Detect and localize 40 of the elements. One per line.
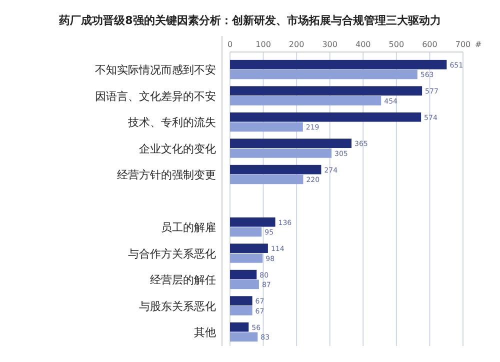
bar bbox=[230, 227, 262, 237]
y-tick-label: 其他 bbox=[194, 326, 216, 340]
bar bbox=[230, 96, 382, 106]
bar bbox=[230, 306, 252, 316]
x-tick-label: 700 bbox=[455, 40, 471, 49]
y-tick-label: 技术、专利的流失 bbox=[127, 116, 216, 130]
bar bbox=[230, 122, 303, 132]
x-tick-label: 300 bbox=[322, 40, 338, 49]
bar bbox=[230, 322, 249, 332]
x-tick-label: 0 bbox=[227, 40, 233, 49]
bar bbox=[230, 296, 252, 306]
bar bbox=[230, 280, 259, 290]
bar bbox=[230, 70, 418, 80]
y-tick-label: 员工的解雇 bbox=[161, 221, 216, 234]
x-tick-label: 200 bbox=[288, 40, 304, 49]
x-tick-label: 100 bbox=[256, 40, 271, 49]
bar bbox=[230, 138, 352, 148]
y-tick-label: 因语言、文化差异的不安 bbox=[95, 90, 216, 103]
x-tick-label: 400 bbox=[356, 40, 371, 49]
bar bbox=[230, 270, 257, 280]
bar bbox=[230, 332, 258, 342]
y-tick-label: 与股东关系恶化 bbox=[139, 300, 216, 313]
x-axis-title: # bbox=[475, 40, 482, 49]
y-tick-label: 经营方针的强制变更 bbox=[117, 168, 216, 182]
y-tick-label: 企业文化的变化 bbox=[139, 142, 216, 156]
x-tick-label: 600 bbox=[422, 40, 438, 49]
bar bbox=[230, 164, 322, 174]
bar bbox=[230, 217, 276, 227]
bar bbox=[230, 60, 447, 70]
bar bbox=[230, 244, 268, 253]
bar bbox=[230, 174, 304, 184]
chart-title: 药厂成功晋级8强的关键因素分析：创新研发、市场拓展与合规管理三大驱动力 bbox=[58, 14, 441, 27]
y-tick-label: 不知实际情况而感到不安 bbox=[95, 64, 216, 77]
x-tick-label: 500 bbox=[388, 40, 404, 49]
y-tick-label: 经营层的解任 bbox=[150, 274, 216, 287]
bar bbox=[230, 86, 422, 96]
bar bbox=[230, 148, 332, 158]
y-tick-label: 与合作方关系恶化 bbox=[128, 247, 216, 260]
bar bbox=[230, 253, 263, 263]
bar bbox=[230, 112, 422, 122]
